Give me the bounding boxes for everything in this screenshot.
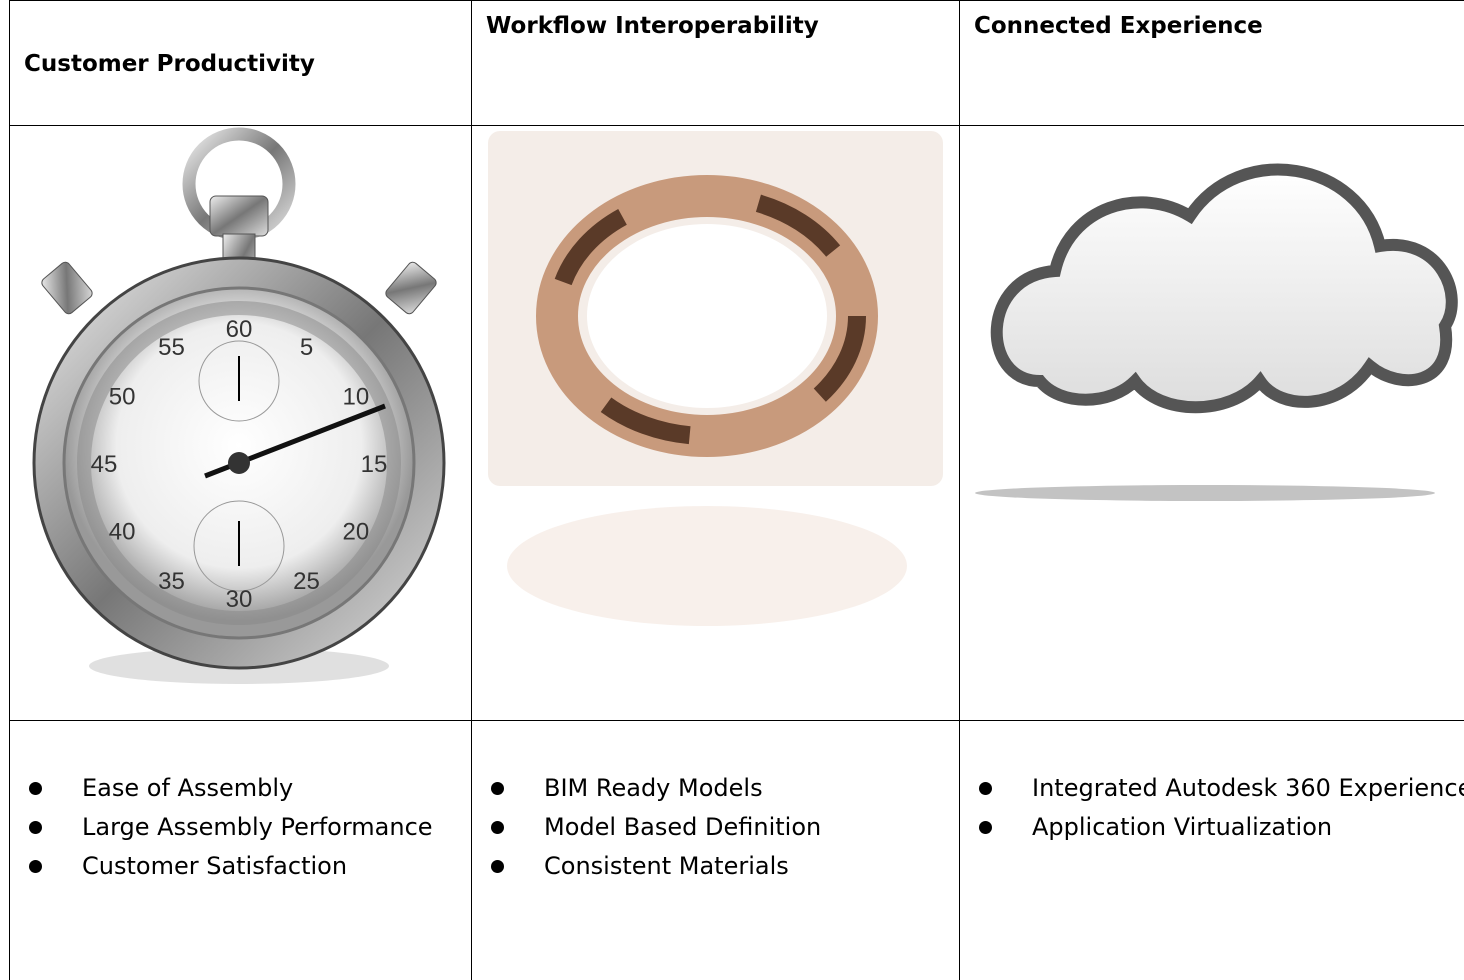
bullet-item: Application Virtualization xyxy=(960,808,1464,847)
header-cell: Workflow Interoperability xyxy=(471,0,959,125)
bullet-cell: Ease of Assembly Large Assembly Performan… xyxy=(9,720,471,980)
dial-number: 45 xyxy=(91,451,118,478)
bullet-item: Model Based Definition xyxy=(472,808,942,847)
dial-number: 25 xyxy=(293,568,320,595)
header-cell: Connected Experience xyxy=(959,0,1464,125)
bullet-item: Ease of Assembly xyxy=(10,769,456,808)
dial-number: 40 xyxy=(109,519,136,546)
bullet-cell: Integrated Autodesk 360 Experience Applic… xyxy=(959,720,1464,980)
hands-image xyxy=(488,131,943,626)
dial-number: 30 xyxy=(226,586,253,613)
bullet-item: Consistent Materials xyxy=(472,847,942,886)
bullet-cell: BIM Ready Models Model Based Definition Co… xyxy=(471,720,959,980)
dial-number: 55 xyxy=(158,334,185,361)
dial-number: 20 xyxy=(343,519,370,546)
bullet-list: BIM Ready Models Model Based Definition Co… xyxy=(472,769,942,886)
bullet-item: Customer Satisfaction xyxy=(10,847,456,886)
bullet-item: Integrated Autodesk 360 Experience xyxy=(960,769,1464,808)
bullet-list: Integrated Autodesk 360 Experience Applic… xyxy=(960,769,1464,847)
header-cell: Customer Productivity xyxy=(9,0,471,125)
image-cell xyxy=(471,125,959,720)
image-cell xyxy=(959,125,1464,720)
image-cell: 60 5 10 15 20 25 30 35 40 45 50 55 xyxy=(9,125,471,720)
bullet-item: BIM Ready Models xyxy=(472,769,942,808)
stopwatch-image: 60 5 10 15 20 25 30 35 40 45 50 55 xyxy=(32,127,446,684)
header-text: Connected Experience xyxy=(974,13,1263,39)
page: Customer Productivity Workflow Interoper… xyxy=(9,0,1464,980)
dial-number: 5 xyxy=(300,334,313,361)
bullet-item: Large Assembly Performance xyxy=(10,808,456,847)
header-text: Customer Productivity xyxy=(24,51,315,77)
dial-number: 15 xyxy=(361,451,388,478)
bullet-list: Ease of Assembly Large Assembly Performan… xyxy=(10,769,456,886)
header-text: Workflow Interoperability xyxy=(486,13,819,39)
dial-number: 60 xyxy=(226,316,253,343)
dial-number: 10 xyxy=(343,384,370,411)
cloud-image xyxy=(975,163,1458,501)
dial-number: 35 xyxy=(158,568,185,595)
dial-number: 50 xyxy=(109,384,136,411)
